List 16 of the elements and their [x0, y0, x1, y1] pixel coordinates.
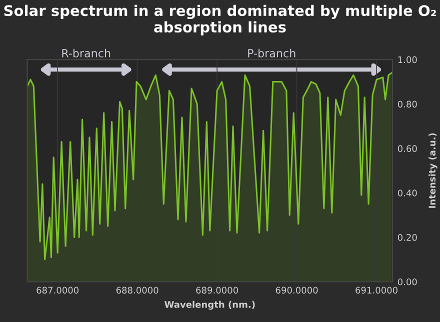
y-tick-label: 0.60: [398, 145, 417, 152]
chart-title: Solar spectrum in a region dominated by multiple O₂ absorption lines: [4, 4, 436, 36]
x-tick-label: 689.0000: [196, 286, 238, 294]
y-tick-label: 0.40: [398, 190, 417, 196]
y-tick-label: 0.20: [398, 234, 417, 241]
y-tick-label: 1.00: [398, 56, 417, 64]
y-axis-title: Intensity (a.u.): [428, 133, 438, 208]
x-axis-title: Wavelength (nm.): [164, 300, 255, 310]
y-tick-label: 0.00: [398, 278, 417, 286]
x-tick-label: 690.0000: [276, 286, 318, 294]
text: R-branch: [62, 48, 110, 58]
x-tick-label: 687.0000: [36, 286, 79, 294]
x-tick-label: 691.0000: [356, 286, 398, 294]
x-tick-label: 688.0000: [116, 286, 158, 294]
text: P-branch: [248, 48, 296, 58]
y-tick-label: 0.80: [398, 100, 417, 108]
